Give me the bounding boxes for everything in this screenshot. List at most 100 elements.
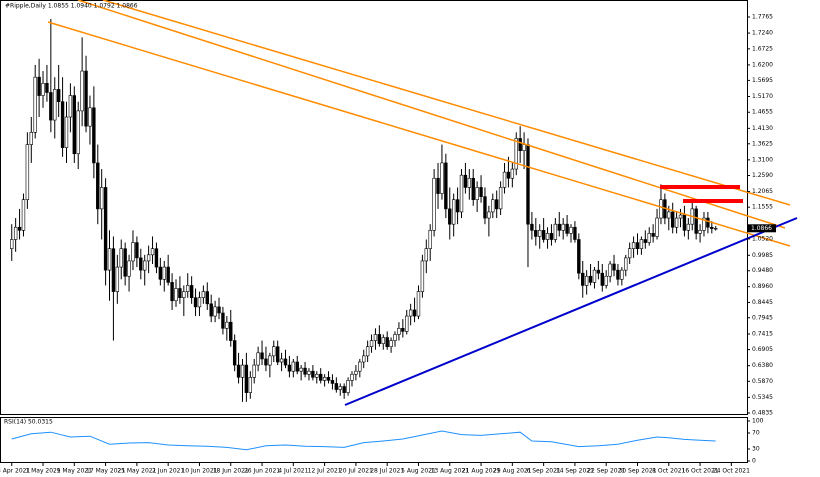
candle-body	[182, 291, 186, 298]
y-tick-label: 0.6905	[752, 346, 773, 353]
candle-body	[455, 199, 460, 213]
candle-body	[561, 223, 565, 231]
candle-body	[41, 83, 45, 96]
rsi-tick-label: 30	[752, 446, 760, 453]
candle-body	[311, 370, 315, 378]
candle-body	[60, 101, 65, 148]
candle-body	[424, 248, 428, 262]
price-label-box	[748, 224, 776, 233]
candle-body	[205, 291, 209, 305]
candle-body	[135, 242, 139, 259]
candle-body	[92, 107, 96, 164]
candle-body	[584, 275, 589, 286]
candle-body	[581, 272, 585, 286]
candle-body	[545, 233, 550, 240]
candle-body	[389, 340, 393, 347]
candle-body	[72, 95, 77, 155]
candle-body	[264, 358, 268, 366]
candle-body	[213, 306, 217, 317]
candle-body	[279, 358, 284, 363]
candle-body	[350, 373, 354, 381]
candle-body	[420, 260, 425, 292]
candle-body	[158, 266, 163, 280]
candle-body	[592, 269, 597, 283]
candle-body	[428, 230, 432, 249]
candle-body	[498, 187, 503, 210]
candle-body	[260, 352, 264, 360]
candle-body	[146, 254, 151, 262]
candle-body	[287, 364, 292, 372]
candle-body	[373, 334, 378, 341]
price-label: 1.0866	[751, 225, 772, 232]
x-tick-label: 23 Apr 2021	[0, 468, 30, 475]
candle-body	[170, 282, 174, 302]
candle-body	[710, 226, 714, 229]
candle-body	[416, 291, 421, 317]
candle-body	[408, 309, 413, 317]
candle-body	[702, 217, 706, 231]
candle-body	[565, 223, 569, 234]
candle-body	[467, 177, 472, 188]
y-tick-label: 0.6380	[752, 362, 773, 369]
candle-body	[526, 144, 530, 225]
x-tick-label: 21 Aug 2021	[462, 468, 501, 475]
candle-body	[13, 226, 18, 240]
candle-body	[272, 346, 276, 357]
y-tick-label: 1.3100	[752, 156, 773, 163]
candle-body	[25, 144, 30, 200]
candle-body	[534, 230, 538, 237]
candle-body	[362, 355, 366, 363]
rsi-line	[11, 430, 716, 451]
candle-body	[530, 223, 534, 231]
x-tick-label: 28 Jul 2021	[370, 468, 404, 475]
candle-body	[107, 248, 112, 271]
candle-body	[236, 364, 241, 378]
rsi-tick-label: 70	[752, 430, 760, 437]
candle-body	[698, 230, 702, 234]
candle-body	[487, 211, 491, 219]
trend-line	[102, 0, 791, 206]
candle-body	[49, 92, 53, 121]
rsi-tick-label: 0	[752, 458, 756, 465]
y-tick-label: 1.2065	[752, 188, 773, 195]
candle-body	[189, 285, 194, 298]
candle-body	[706, 217, 710, 228]
x-tick-label: 5 Aug 2021	[401, 468, 436, 475]
candle-body	[385, 337, 389, 347]
candle-body	[463, 174, 468, 188]
candle-body	[346, 380, 350, 393]
candle-body	[612, 263, 616, 271]
candle-body	[240, 364, 245, 378]
candle-body	[232, 340, 237, 366]
candle-body	[186, 285, 190, 292]
x-tick-label: 30 Sep 2021	[618, 468, 656, 475]
candle-body	[53, 89, 57, 121]
y-tick-label: 1.3625	[752, 140, 773, 147]
candle-body	[616, 269, 620, 280]
candle-body	[440, 162, 444, 194]
candle-body	[315, 373, 319, 378]
candle-body	[299, 367, 303, 372]
candle-body	[103, 187, 108, 271]
x-tick-label: 8 Oct 2021	[652, 468, 685, 475]
candle-body	[444, 162, 448, 210]
x-tick-label: 22 Sep 2021	[587, 468, 625, 475]
candle-body	[127, 260, 131, 277]
support-line	[344, 217, 798, 406]
x-tick-label: 13 Aug 2021	[431, 468, 470, 475]
candle-body	[620, 269, 624, 280]
candle-body	[483, 196, 487, 219]
x-tick-label: 12 Jul 2021	[308, 468, 342, 475]
candle-body	[115, 266, 120, 292]
candle-body	[80, 70, 84, 112]
candle-body	[111, 248, 116, 292]
x-tick-label: 2 Jun 2021	[152, 468, 184, 475]
candle-body	[686, 223, 691, 231]
trend-line	[47, 21, 791, 247]
candle-body	[510, 168, 515, 179]
x-tick-label: 17 May 2021	[86, 468, 125, 475]
candle-body	[338, 386, 342, 390]
candle-body	[667, 211, 671, 219]
candle-body	[694, 208, 698, 234]
candle-body	[225, 321, 229, 329]
